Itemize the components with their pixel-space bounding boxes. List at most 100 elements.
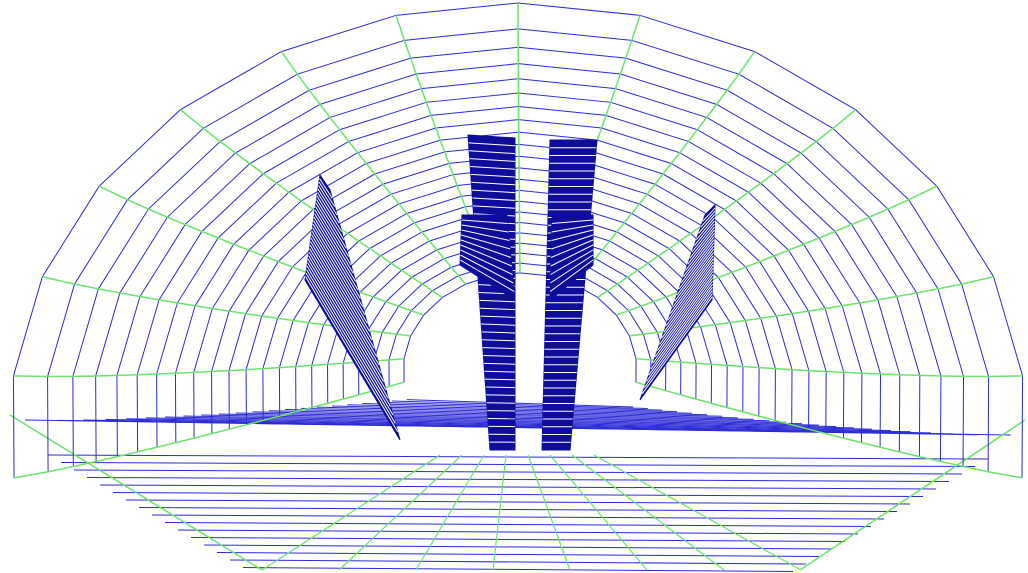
radial bbox=[635, 381, 1023, 479]
floor-beam bbox=[218, 413, 819, 426]
panel-joint bbox=[485, 378, 516, 381]
panel-joint bbox=[549, 259, 594, 292]
panel-joint bbox=[551, 229, 594, 241]
radial bbox=[13, 381, 405, 479]
panel-joint bbox=[663, 264, 714, 333]
floor-beam bbox=[362, 402, 678, 413]
floor-beam bbox=[138, 507, 898, 512]
floor-beam bbox=[86, 477, 950, 482]
panel-joint bbox=[550, 249, 594, 275]
panel bbox=[549, 214, 594, 302]
panel-joint bbox=[700, 211, 716, 228]
panel-joint bbox=[484, 370, 516, 373]
panel-joint bbox=[551, 219, 594, 224]
panel-joint bbox=[661, 268, 714, 339]
radial bbox=[573, 51, 756, 285]
floor-beam bbox=[229, 559, 807, 565]
radial bbox=[98, 185, 424, 316]
panel-joint bbox=[313, 216, 359, 291]
floor-edge bbox=[799, 419, 1026, 571]
panel-joint bbox=[471, 189, 516, 194]
panel-joint bbox=[472, 205, 516, 209]
panel-joint bbox=[308, 251, 382, 374]
panel-joint bbox=[309, 244, 378, 357]
panel-joint bbox=[461, 229, 510, 241]
panel-joint bbox=[310, 237, 373, 341]
floor-beam bbox=[125, 499, 911, 505]
floor-joist bbox=[415, 454, 485, 571]
floor-beam bbox=[146, 417, 891, 431]
floor-joist bbox=[593, 454, 802, 571]
floor-beam bbox=[392, 400, 648, 410]
floor-beam bbox=[60, 462, 976, 467]
panel-joint bbox=[682, 236, 715, 277]
panel-joint bbox=[646, 290, 713, 382]
floor-joist bbox=[261, 454, 441, 571]
panel-joint bbox=[470, 173, 516, 178]
panel-joint bbox=[479, 299, 516, 303]
radial bbox=[280, 51, 467, 285]
radial-members bbox=[13, 2, 1023, 571]
panel-joint bbox=[316, 195, 345, 241]
floor-beam bbox=[347, 404, 692, 414]
floor-beam bbox=[112, 492, 924, 497]
floor-joist bbox=[338, 454, 463, 571]
panel bbox=[459, 214, 516, 301]
panel-joint bbox=[471, 181, 516, 186]
panel-joint bbox=[685, 233, 715, 271]
panel-joint bbox=[693, 220, 715, 247]
panel-joint bbox=[470, 166, 516, 170]
panel-joint bbox=[485, 386, 516, 389]
panel-joint bbox=[659, 271, 714, 345]
floor-beam bbox=[83, 419, 954, 435]
panel-joint bbox=[680, 239, 715, 284]
panel-joint bbox=[482, 347, 516, 350]
floor-beam bbox=[73, 469, 963, 475]
panel-joint bbox=[698, 214, 716, 234]
panel-joint bbox=[469, 150, 516, 155]
floor-beam bbox=[242, 567, 794, 572]
panel-joint bbox=[691, 223, 715, 253]
panel-joint bbox=[483, 355, 516, 357]
panel-joint bbox=[318, 181, 336, 207]
panel-joint bbox=[307, 258, 387, 391]
panel-joint bbox=[641, 296, 713, 395]
panel-joint bbox=[551, 234, 594, 250]
panel-joint bbox=[461, 234, 511, 250]
floor-joist bbox=[571, 454, 725, 571]
panel-joint bbox=[650, 283, 713, 370]
panel-joint bbox=[314, 209, 354, 274]
panel-joint bbox=[702, 207, 716, 222]
floor-beam bbox=[406, 399, 634, 408]
panel-joint bbox=[307, 262, 389, 399]
panel-joint bbox=[308, 255, 385, 382]
panel-joint bbox=[689, 226, 715, 259]
panel-joint bbox=[674, 249, 715, 302]
panel-joint bbox=[695, 217, 715, 240]
panel-joint bbox=[311, 230, 368, 324]
floor-beam bbox=[165, 416, 873, 430]
panel-joint bbox=[656, 274, 714, 351]
panel-joint bbox=[643, 293, 713, 388]
floor-beam bbox=[252, 411, 786, 423]
floor-beam bbox=[300, 407, 738, 419]
floor-joist bbox=[549, 454, 648, 571]
panel-joint bbox=[482, 339, 516, 342]
floor-beam bbox=[268, 410, 770, 422]
panel-joint bbox=[483, 362, 516, 365]
panel-joint bbox=[550, 239, 594, 258]
panel-joint bbox=[309, 248, 380, 366]
floor-beam bbox=[151, 514, 885, 520]
floor-joist bbox=[492, 454, 507, 571]
panel-joint bbox=[648, 287, 713, 376]
panel-joint bbox=[469, 158, 516, 162]
floor-beam bbox=[47, 454, 989, 460]
floor-beam bbox=[164, 522, 872, 527]
panel-joint bbox=[480, 307, 516, 311]
panel-joint bbox=[472, 197, 516, 201]
panel-joint bbox=[654, 277, 714, 358]
floor-joist bbox=[527, 454, 571, 571]
floor-beam bbox=[203, 544, 833, 550]
panel-joint bbox=[317, 188, 340, 224]
